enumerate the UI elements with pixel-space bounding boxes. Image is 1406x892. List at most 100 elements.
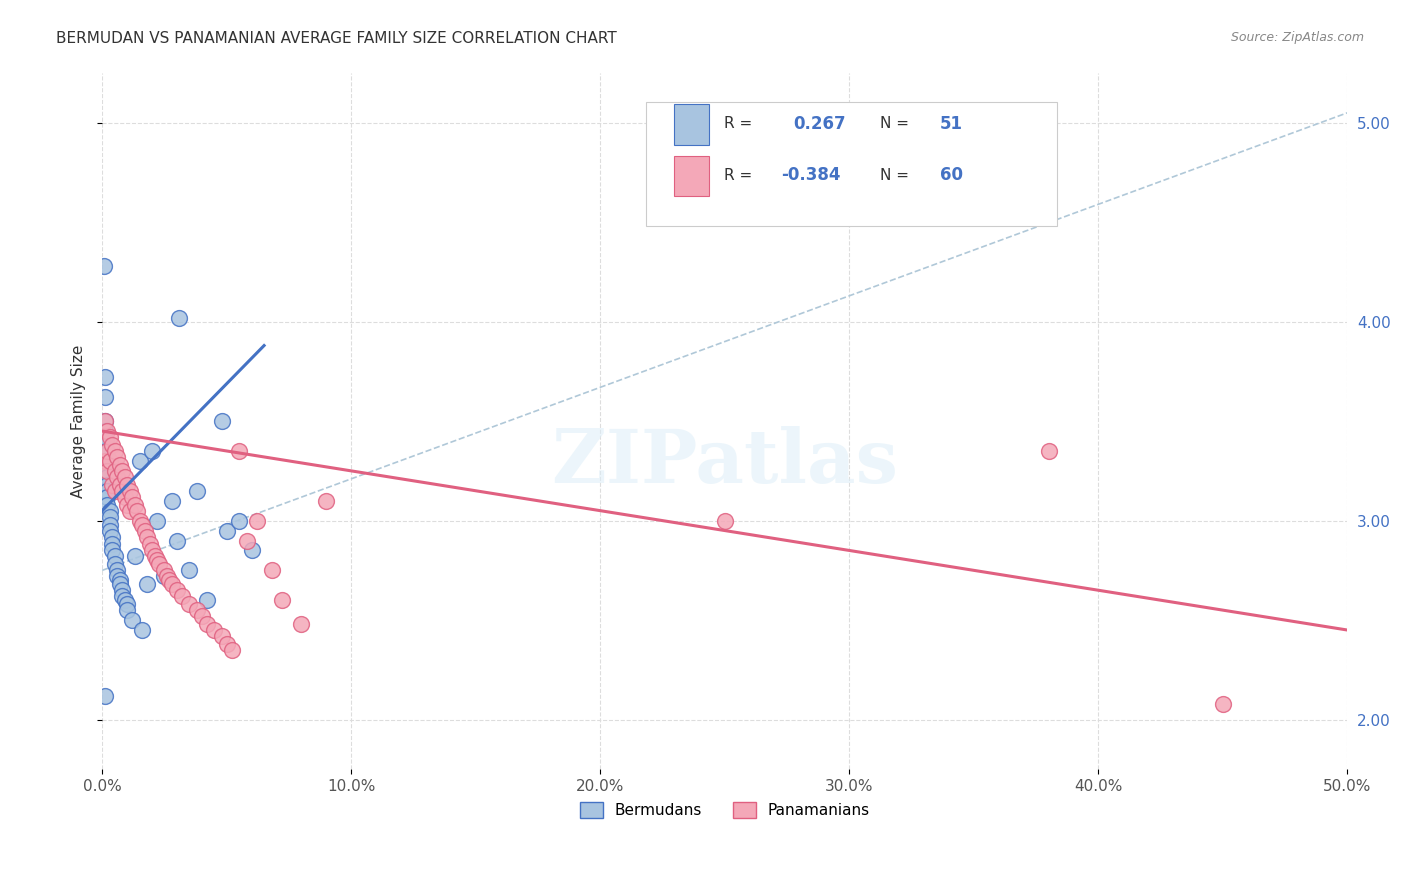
Point — [143, 549, 166, 564]
Point — [166, 533, 188, 548]
Text: R =: R = — [724, 168, 752, 183]
Point — [170, 589, 193, 603]
Point — [221, 643, 243, 657]
Point — [104, 483, 127, 498]
Point — [714, 514, 737, 528]
Point — [138, 537, 160, 551]
Point — [104, 558, 127, 572]
Point — [94, 424, 117, 438]
Point — [96, 498, 118, 512]
Point — [115, 603, 138, 617]
Point — [115, 478, 138, 492]
Point — [260, 563, 283, 577]
Legend: Bermudans, Panamanians: Bermudans, Panamanians — [574, 797, 876, 824]
Point — [121, 613, 143, 627]
Point — [96, 483, 118, 498]
Text: N =: N = — [880, 168, 910, 183]
Point — [94, 414, 117, 428]
Point — [186, 603, 208, 617]
Point — [290, 617, 312, 632]
Point — [131, 517, 153, 532]
Point — [136, 529, 159, 543]
Point — [93, 689, 115, 703]
Point — [96, 424, 118, 438]
Point — [101, 537, 124, 551]
Point — [141, 543, 163, 558]
FancyBboxPatch shape — [673, 104, 709, 145]
Point — [115, 597, 138, 611]
Point — [195, 593, 218, 607]
Point — [148, 558, 170, 572]
Point — [202, 623, 225, 637]
Point — [101, 543, 124, 558]
Point — [315, 493, 337, 508]
Point — [1038, 444, 1060, 458]
Point — [114, 593, 136, 607]
Point — [93, 454, 115, 468]
Point — [105, 563, 128, 577]
Point — [101, 478, 124, 492]
Point — [105, 470, 128, 484]
Point — [93, 370, 115, 384]
Point — [93, 414, 115, 428]
Point — [108, 577, 131, 591]
Point — [153, 563, 176, 577]
Point — [94, 434, 117, 448]
Point — [94, 454, 117, 468]
Point — [191, 609, 214, 624]
Point — [240, 543, 263, 558]
Point — [118, 483, 141, 498]
Point — [124, 498, 146, 512]
Point — [211, 629, 233, 643]
Text: Source: ZipAtlas.com: Source: ZipAtlas.com — [1230, 31, 1364, 45]
Point — [101, 529, 124, 543]
Point — [104, 464, 127, 478]
Point — [159, 574, 181, 588]
Point — [96, 464, 118, 478]
Point — [186, 483, 208, 498]
Point — [166, 583, 188, 598]
Point — [108, 574, 131, 588]
Point — [141, 444, 163, 458]
Point — [211, 414, 233, 428]
Point — [96, 470, 118, 484]
Point — [98, 517, 121, 532]
Y-axis label: Average Family Size: Average Family Size — [72, 344, 86, 498]
Text: 0.267: 0.267 — [793, 115, 846, 133]
Text: -0.384: -0.384 — [780, 166, 841, 185]
Point — [108, 478, 131, 492]
Point — [111, 464, 134, 478]
Point — [246, 514, 269, 528]
Point — [1212, 697, 1234, 711]
Point — [153, 569, 176, 583]
Point — [94, 444, 117, 458]
Point — [108, 458, 131, 472]
Point — [96, 490, 118, 504]
Point — [93, 390, 115, 404]
Point — [146, 553, 169, 567]
Point — [114, 490, 136, 504]
Point — [270, 593, 292, 607]
Point — [98, 503, 121, 517]
Point — [98, 430, 121, 444]
FancyBboxPatch shape — [673, 156, 709, 196]
Point — [96, 464, 118, 478]
Point — [195, 617, 218, 632]
Point — [228, 444, 250, 458]
FancyBboxPatch shape — [647, 103, 1057, 227]
Point — [134, 524, 156, 538]
Point — [98, 509, 121, 524]
Point — [105, 450, 128, 464]
Point — [111, 589, 134, 603]
Point — [98, 454, 121, 468]
Point — [179, 597, 201, 611]
Point — [104, 444, 127, 458]
Text: ZIPatlas: ZIPatlas — [551, 426, 898, 500]
Point — [215, 524, 238, 538]
Point — [125, 503, 148, 517]
Point — [124, 549, 146, 564]
Text: R =: R = — [724, 116, 752, 131]
Text: 51: 51 — [941, 115, 963, 133]
Point — [131, 623, 153, 637]
Point — [96, 444, 118, 458]
